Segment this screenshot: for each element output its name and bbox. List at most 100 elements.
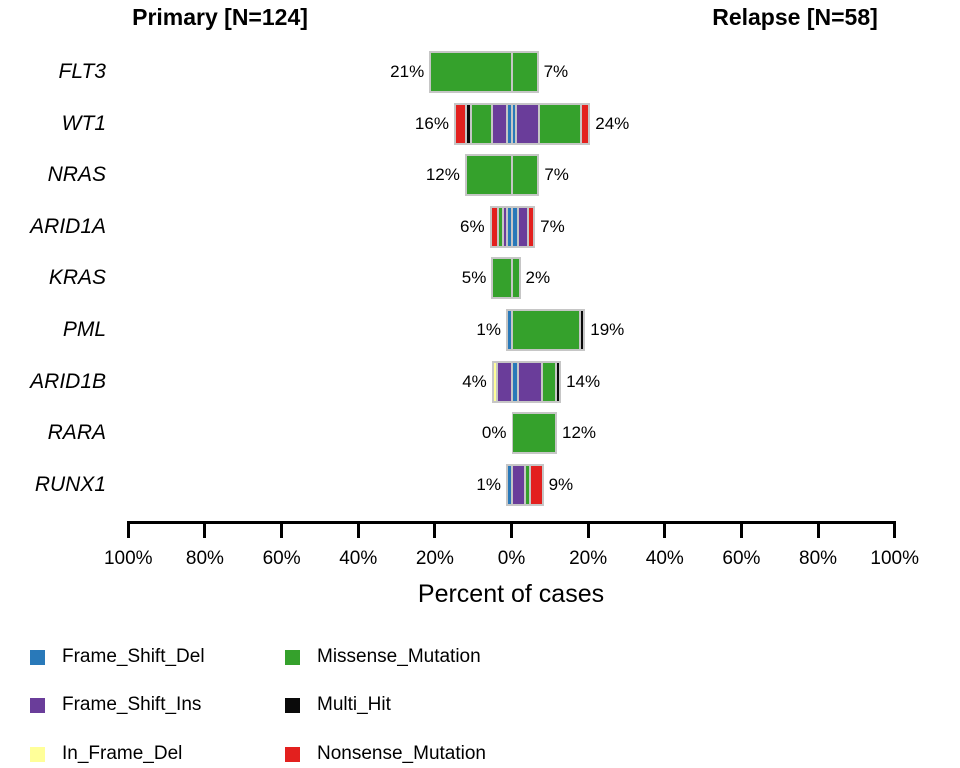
legend-label-frame_shift_del: Frame_Shift_Del <box>62 646 205 667</box>
bar-left-flt3 <box>429 51 512 93</box>
bar-right-runx1 <box>511 463 544 506</box>
bar-right-rara <box>511 412 557 455</box>
bar-segment-frame_shift_del <box>508 104 511 143</box>
bar-segment-missense_mutation <box>493 259 511 298</box>
legend-label-in_frame_del: In_Frame_Del <box>62 743 183 764</box>
gene-label-flt3: FLT3 <box>58 60 106 83</box>
right-percent-label-wt1: 24% <box>595 113 630 133</box>
left-percent-label-pml: 1% <box>476 320 501 339</box>
x-axis-tick <box>510 521 513 538</box>
legend-label-nonsense_mutation: Nonsense_Mutation <box>317 743 486 764</box>
gene-label-wt1: WT1 <box>61 111 106 135</box>
bar-segment-missense_mutation <box>525 465 530 504</box>
left-percent-label-nras: 12% <box>425 165 460 185</box>
bar-right-arid1b <box>511 360 562 403</box>
x-axis-tick-label: 0% <box>497 548 526 569</box>
x-axis-tick <box>433 521 437 538</box>
bar-right-pml <box>511 309 586 351</box>
legend-swatch-missense_mutation <box>285 650 300 665</box>
bar-left-nras <box>464 154 512 197</box>
bar-right-kras <box>511 257 521 300</box>
bar-segment-missense_mutation <box>471 104 492 143</box>
gene-label-pml: PML <box>62 318 106 341</box>
bar-segment-nonsense_mutation <box>528 207 534 246</box>
x-axis-tick <box>663 521 667 538</box>
bar-segment-multi_hit <box>467 104 470 143</box>
bar-segment-frame_shift_ins <box>493 104 506 143</box>
bar-segment-frame_shift_del <box>508 311 511 349</box>
x-axis-tick-label: 60% <box>262 548 301 569</box>
left-percent-label-wt1: 16% <box>414 113 449 133</box>
legend-swatch-frame_shift_del <box>30 650 45 665</box>
x-axis-tick <box>126 521 130 538</box>
bar-left-wt1 <box>453 102 512 145</box>
right-percent-label-rara: 12% <box>561 423 597 443</box>
bar-segment-missense_mutation <box>512 259 519 298</box>
bar-left-arid1b <box>491 360 512 403</box>
left-cohort-title: Primary [N=124] <box>132 4 308 30</box>
x-axis-tick-label: 80% <box>185 548 224 569</box>
x-axis-tick <box>739 521 743 538</box>
bar-left-kras <box>491 257 512 300</box>
legend-swatch-frame_shift_ins <box>30 698 45 713</box>
bar-segment-frame_shift_del <box>512 362 517 401</box>
legend-swatch-nonsense_mutation <box>285 747 300 762</box>
x-axis-tick <box>203 521 207 538</box>
bar-segment-nonsense_mutation <box>581 104 589 143</box>
right-percent-label-runx1: 9% <box>548 474 574 494</box>
bar-segment-frame_shift_ins <box>518 362 542 401</box>
left-percent-label-flt3: 21% <box>390 62 425 81</box>
gene-label-nras: NRAS <box>47 163 106 187</box>
right-percent-label-arid1b: 14% <box>566 371 601 391</box>
gene-label-arid1a: ARID1A <box>30 214 106 238</box>
left-percent-label-rara: 0% <box>481 423 507 443</box>
x-axis-tick <box>280 521 284 538</box>
bar-left-pml <box>506 309 512 351</box>
bar-right-arid1a <box>511 205 536 248</box>
x-axis-tick-label: 100% <box>103 548 153 569</box>
right-percent-label-pml: 19% <box>590 320 625 339</box>
gene-label-rara: RARA <box>47 421 106 445</box>
bar-right-nras <box>511 154 540 197</box>
x-axis-title: Percent of cases <box>417 580 605 608</box>
gene-label-arid1b: ARID1B <box>30 369 106 393</box>
bar-left-arid1a <box>489 205 512 248</box>
x-axis-tick <box>356 521 360 538</box>
bar-right-flt3 <box>511 51 539 93</box>
x-axis-tick-label: 100% <box>870 548 919 569</box>
bar-segment-missense_mutation <box>431 53 511 91</box>
gene-label-runx1: RUNX1 <box>34 472 106 496</box>
left-percent-label-kras: 5% <box>461 268 487 288</box>
bar-segment-missense_mutation <box>512 311 579 349</box>
gene-label-kras: KRAS <box>48 266 106 290</box>
x-axis-tick-label: 80% <box>799 548 838 569</box>
bar-segment-frame_shift_ins <box>518 207 527 246</box>
bar-segment-frame_shift_ins <box>498 362 511 401</box>
bar-segment-frame_shift_ins <box>512 465 524 504</box>
bar-segment-frame_shift_ins <box>517 104 539 143</box>
legend-label-missense_mutation: Missense_Mutation <box>317 646 481 667</box>
bar-segment-frame_shift_del <box>512 104 515 143</box>
x-axis-tick <box>586 521 590 538</box>
bar-segment-missense_mutation <box>540 104 580 143</box>
bar-segment-missense_mutation <box>543 362 555 401</box>
right-cohort-title: Relapse [N=58] <box>712 4 878 30</box>
bar-segment-multi_hit <box>580 311 584 349</box>
right-percent-label-kras: 2% <box>525 268 551 288</box>
x-axis-tick-label: 20% <box>569 548 608 569</box>
bar-segment-frame_shift_del <box>512 207 517 246</box>
bar-segment-multi_hit <box>556 362 560 401</box>
bar-segment-nonsense_mutation <box>455 104 466 143</box>
x-axis-tick-label: 60% <box>722 548 761 569</box>
legend-label-multi_hit: Multi_Hit <box>317 694 391 715</box>
bar-segment-missense_mutation <box>512 53 537 91</box>
legend-swatch-multi_hit <box>285 698 300 713</box>
bar-left-runx1 <box>506 463 512 506</box>
x-axis-tick-label: 40% <box>645 548 684 569</box>
x-axis-tick <box>816 521 820 538</box>
bar-segment-nonsense_mutation <box>531 465 542 504</box>
bar-segment-missense_mutation <box>466 156 511 195</box>
bar-segment-missense_mutation <box>498 207 502 246</box>
left-percent-label-runx1: 1% <box>476 474 501 494</box>
